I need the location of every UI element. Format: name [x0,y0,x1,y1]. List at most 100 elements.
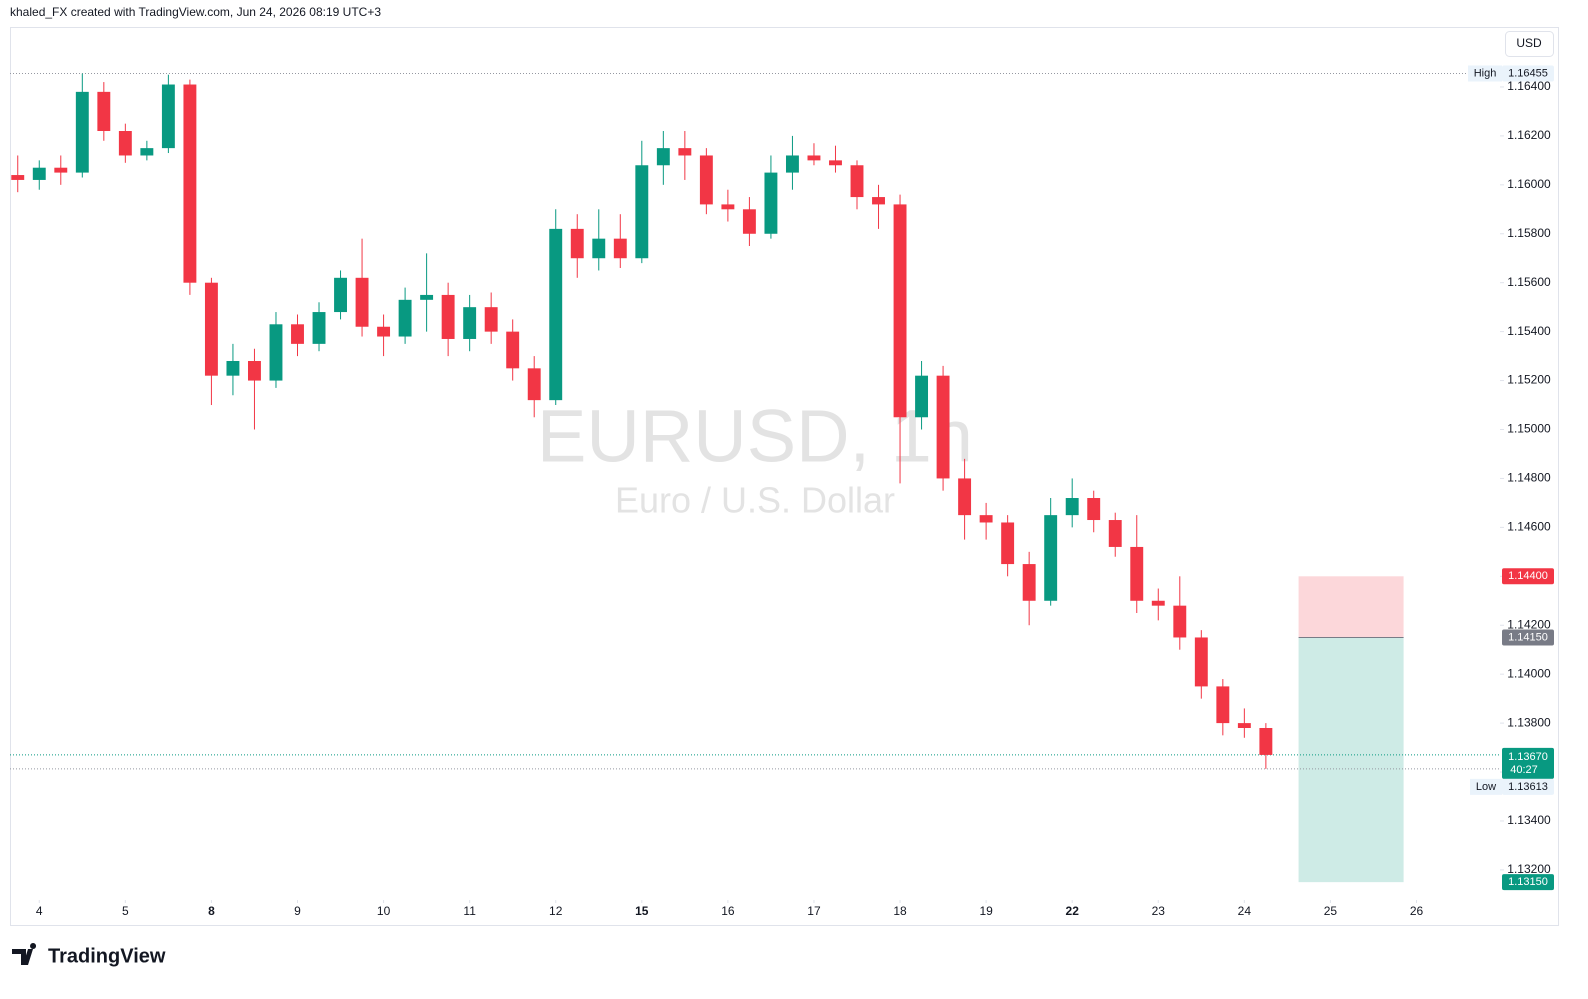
currency-label: USD [1516,36,1542,50]
high-tag [1502,65,1554,82]
candle-body [764,172,778,234]
high-caption-bg [1468,65,1502,82]
candle-body [1044,515,1058,601]
candle-body [958,478,972,516]
y-tick-label: 1.14000 [1507,666,1551,680]
candle-body [1108,520,1122,547]
candle-body [334,277,347,313]
x-tick-label: 19 [979,904,993,918]
candle-body [1259,727,1273,755]
y-tick-label: 1.14200 [1507,617,1551,631]
logo: TradingView [12,943,166,967]
x-tick-label: 22 [1066,904,1080,918]
x-tick-label: 24 [1238,904,1252,918]
candle-body [32,167,46,180]
candle-body [592,238,606,259]
y-tick-label: 1.15800 [1507,226,1551,240]
y-tick-label: 1.14600 [1507,520,1551,534]
entry-tag [1502,629,1554,646]
candle-body [635,165,649,259]
candle-body [248,360,261,381]
candle-body [872,197,885,205]
stop-label: 1.14400 [1508,570,1548,582]
attribution: khaled_FX created with TradingView.com, … [10,5,381,19]
x-tick-label: 5 [122,904,129,918]
y-tick-label: 1.16000 [1507,177,1551,191]
low-caption: Low [1476,781,1496,793]
last-price-label: 1.13670 [1508,751,1548,763]
x-tick-label: 18 [893,904,907,918]
currency-button[interactable] [1505,31,1554,57]
x-tick-label: 4 [36,904,43,918]
countdown: 40:27 [1510,764,1538,776]
background-layer [10,73,1504,903]
candle-body [613,238,627,259]
x-tick-label: 17 [807,904,821,918]
candle-body [656,148,670,166]
low-label: 1.13613 [1508,781,1548,793]
x-tick-label: 15 [635,904,649,918]
candle-body [893,204,907,418]
watermark-symbol: EURUSD, 1h [537,395,973,478]
entry-label: 1.14150 [1508,631,1548,643]
y-tick-label: 1.16400 [1507,79,1551,93]
candle-body [75,91,89,173]
candle-body [829,160,842,166]
candle-body [979,515,993,523]
candle-body [527,368,541,401]
target-tag [1502,874,1554,891]
y-tick-label: 1.15600 [1507,275,1551,289]
y-tick-label: 1.14800 [1507,471,1551,485]
candle-body [11,175,25,180]
candle-body [549,228,563,401]
stop-zone [1298,576,1404,638]
y-tick-label: 1.15000 [1507,422,1551,436]
candle-body [699,155,713,205]
x-tick-label: 8 [208,904,215,918]
x-tick-label: 12 [549,904,563,918]
candle-body [484,307,498,332]
candle-body [269,324,283,381]
candle-body [312,312,326,344]
candle-body [1130,546,1144,601]
candle-body [570,228,584,259]
candle-body [721,204,735,210]
candle-body [1087,498,1101,521]
x-tick-label: 11 [463,904,476,918]
target-label: 1.13150 [1508,876,1548,888]
candle-body [1022,564,1036,601]
candle-body [1001,522,1015,565]
low-tag [1502,778,1554,795]
y-tick-label: 1.15200 [1507,373,1551,387]
candle-body [420,294,434,300]
candle-body [850,165,864,198]
brand: TradingView [48,945,166,967]
candle-body [1216,686,1230,724]
x-tick-label: 26 [1410,904,1424,918]
candle-body [377,326,391,337]
target-zone [1298,637,1404,883]
candle-body [936,375,950,479]
candle-body [204,282,218,376]
candle-body [183,84,197,283]
candle-body [118,131,132,156]
candle-body [54,167,68,173]
x-tick-label: 16 [721,904,735,918]
candle-body [1151,600,1165,606]
candle-body [678,148,692,156]
candle-body [742,209,756,234]
chart-frame [10,27,1559,926]
candle-body [355,277,369,327]
y-tick-label: 1.13200 [1507,862,1551,876]
candle-body [97,91,111,132]
candle-body [140,148,154,156]
candle-body [161,84,175,149]
y-tick-label: 1.15400 [1507,324,1551,338]
candle-body [1173,605,1187,638]
logo-icon [12,943,37,965]
candle-body [807,155,821,161]
watermark-description: Euro / U.S. Dollar [615,480,895,521]
y-tick-label: 1.16200 [1507,128,1551,142]
